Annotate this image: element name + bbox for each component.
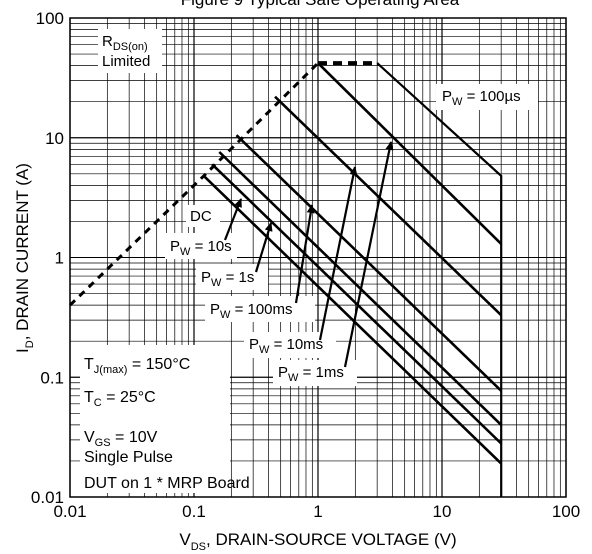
- grid: [69, 17, 567, 498]
- y-tick-label: 100: [36, 9, 64, 28]
- series-line-100s: [376, 62, 503, 497]
- y-tick-labels: 0.01 0.1 1 10 100: [31, 9, 64, 507]
- x-tick-label: 0.01: [53, 502, 86, 521]
- y-tick-label: 0.1: [40, 368, 64, 387]
- arrow-10ms: [318, 166, 358, 341]
- label-pw-10ms: PW = 10ms: [249, 336, 323, 356]
- x-tick-label: 10: [433, 502, 452, 521]
- x-tick-label: 0.1: [182, 502, 206, 521]
- x-tick-label: 1: [313, 502, 322, 521]
- board-label: DUT on 1 * MRP Board: [84, 475, 250, 492]
- annotation-arrows: [223, 141, 394, 368]
- label-pw-1ms: PW = 1ms: [278, 364, 344, 384]
- single-pulse-label: Single Pulse: [84, 449, 173, 466]
- label-pw-1s: PW = 1s: [201, 269, 254, 289]
- rds-limited-label: Limited: [102, 53, 150, 70]
- tj-label: TJ(max) = 150°C: [84, 356, 190, 376]
- label-pw-10s: PW = 10s: [170, 238, 232, 258]
- tc-label: TC = 25°C: [84, 389, 156, 409]
- y-axis-title: ID, DRAIN CURRENT (A): [13, 163, 36, 353]
- series-line-DC: [202, 174, 503, 465]
- series-line-100ms: [235, 134, 503, 392]
- y-tick-label: 1: [55, 249, 64, 268]
- label-pw-100ms: PW = 100ms: [210, 301, 293, 321]
- arrow-1s: [254, 222, 273, 273]
- arrow-100ms: [294, 204, 315, 304]
- y-tick-label: 10: [45, 129, 64, 148]
- x-tick-labels: 0.01 0.1 1 10 100: [53, 502, 580, 521]
- arrow-1ms: [343, 141, 394, 368]
- chart-title: Figure 9 Typical Safe Operating Area: [181, 0, 460, 9]
- series-line-10s: [211, 163, 503, 445]
- label-dc: DC: [190, 208, 212, 225]
- x-tick-label: 100: [552, 502, 580, 521]
- y-tick-label: 0.01: [31, 488, 64, 507]
- vgs-label: VGS = 10V: [84, 429, 158, 449]
- x-axis-title: VDS, DRAIN-SOURCE VOLTAGE (V): [179, 530, 456, 553]
- series-line-10ms: [274, 95, 503, 317]
- series-line-1ms: [317, 62, 503, 245]
- label-pw-100us: PW = 100µs: [442, 88, 521, 108]
- arrow-10s: [223, 198, 243, 241]
- plot-frame: [69, 17, 567, 498]
- rds-label: RDS(on): [102, 33, 148, 53]
